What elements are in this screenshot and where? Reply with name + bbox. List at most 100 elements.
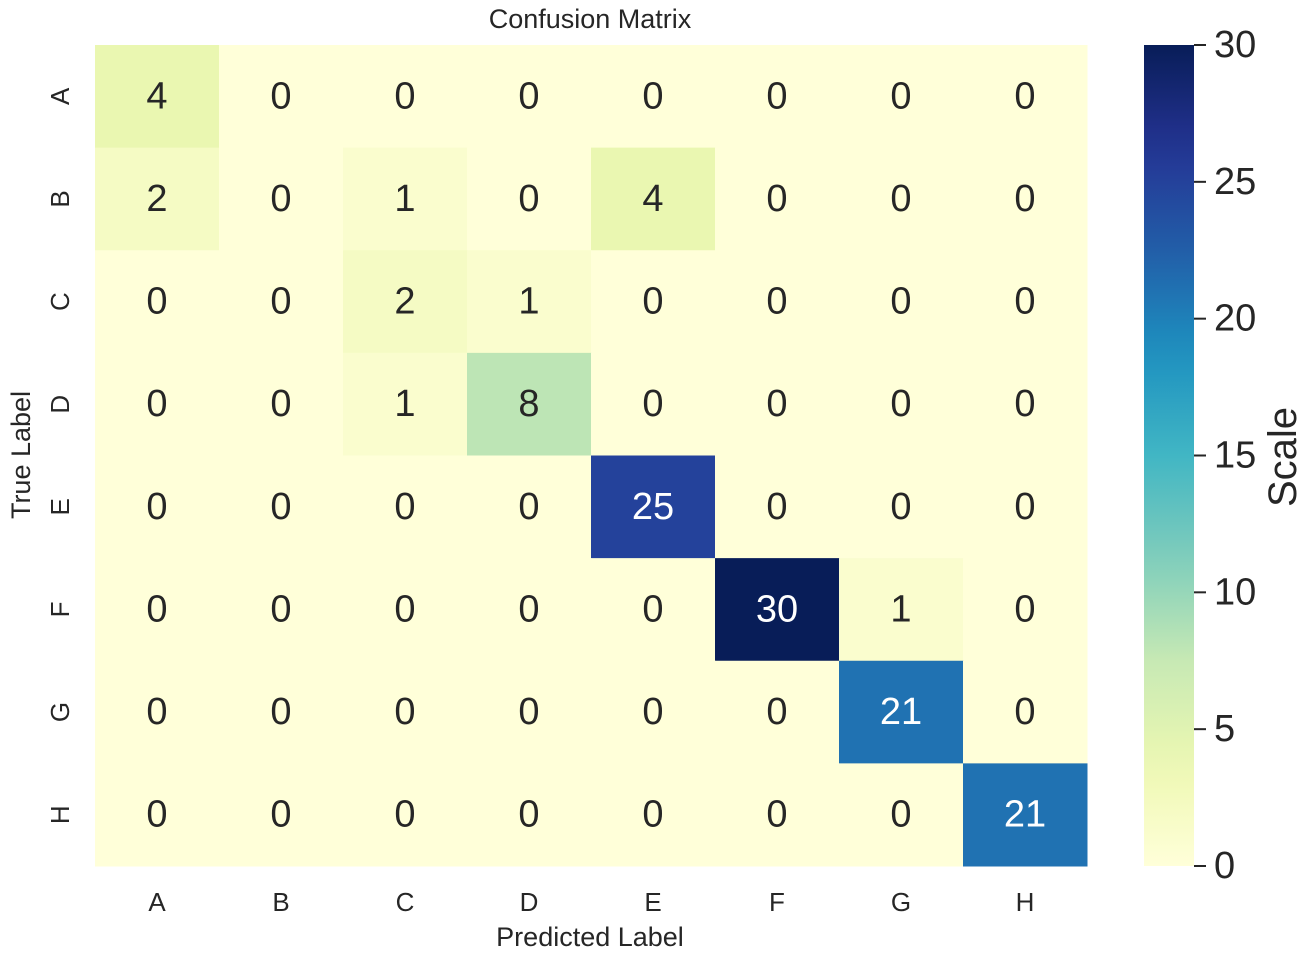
heatmap-cell — [95, 455, 220, 559]
heatmap-cell — [839, 660, 964, 764]
x-tick-label: D — [520, 887, 539, 917]
heatmap-cell — [591, 250, 716, 354]
x-tick-label: C — [396, 887, 415, 917]
heatmap-cell — [467, 558, 592, 662]
heatmap-cell — [95, 250, 220, 354]
cell-value-label: 0 — [270, 588, 291, 630]
heatmap-cell — [591, 558, 716, 662]
cell-value-label: 0 — [890, 794, 911, 836]
colorbar-ticks: 0 5 10 15 20 25 30 — [1194, 24, 1256, 887]
y-tick-labels: A B C D E F G H — [45, 87, 75, 824]
cell-value-label: 2 — [146, 178, 167, 220]
cell-value-label: 0 — [766, 383, 787, 425]
heatmap-cell — [715, 352, 840, 456]
cell-value-label: 0 — [1014, 486, 1035, 528]
y-tick-label: D — [45, 395, 75, 414]
cell-value-label: 0 — [394, 588, 415, 630]
heatmap-cell — [467, 660, 592, 764]
heatmap-cell — [591, 147, 716, 251]
y-tick-label: H — [45, 805, 75, 824]
heatmap-cell — [219, 455, 344, 559]
cell-value-label: 4 — [642, 178, 663, 220]
x-tick-label: G — [891, 887, 911, 917]
heatmap-cell — [343, 558, 468, 662]
cell-value-label: 0 — [1014, 383, 1035, 425]
heatmap-cell — [715, 45, 840, 149]
cell-value-label: 0 — [1014, 691, 1035, 733]
heatmap-cell — [715, 455, 840, 559]
y-tick-label: A — [45, 87, 75, 105]
heatmap-cell — [963, 250, 1088, 354]
heatmap-cell — [963, 352, 1088, 456]
heatmap-cell — [963, 45, 1088, 149]
cell-value-label: 0 — [394, 691, 415, 733]
cell-value-label: 0 — [766, 486, 787, 528]
cell-value-label: 0 — [766, 178, 787, 220]
cell-value-label: 0 — [518, 178, 539, 220]
cell-value-label: 0 — [270, 75, 291, 117]
cell-value-label: 0 — [890, 281, 911, 323]
cell-value-label: 0 — [146, 383, 167, 425]
y-tick-label: F — [45, 601, 75, 617]
cell-value-label: 0 — [270, 178, 291, 220]
cell-value-label: 0 — [518, 75, 539, 117]
cell-value-label: 0 — [642, 383, 663, 425]
cell-value-label: 0 — [518, 794, 539, 836]
cell-value-label: 21 — [1004, 794, 1046, 836]
cell-value-label: 0 — [890, 383, 911, 425]
cell-value-label: 0 — [394, 75, 415, 117]
x-tick-label: A — [148, 887, 166, 917]
cell-value-label: 0 — [642, 691, 663, 733]
colorbar-tick-label: 20 — [1214, 298, 1256, 340]
heatmap-cell — [591, 763, 716, 867]
heatmap-cell — [963, 660, 1088, 764]
heatmap-cell — [715, 763, 840, 867]
heatmap-cell — [219, 250, 344, 354]
heatmap-cell — [591, 352, 716, 456]
cell-value-label: 0 — [270, 794, 291, 836]
heatmap-cell — [95, 558, 220, 662]
cell-value-label: 4 — [146, 75, 167, 117]
heatmap-cell — [715, 660, 840, 764]
heatmap-cell — [839, 45, 964, 149]
colorbar-tick-label: 15 — [1214, 435, 1256, 477]
cell-value-label: 0 — [766, 281, 787, 323]
cell-value-label: 1 — [890, 588, 911, 630]
heatmap-cell — [839, 558, 964, 662]
colorbar-tick-label: 30 — [1214, 24, 1256, 66]
cell-value-label: 0 — [146, 281, 167, 323]
cell-value-label: 0 — [270, 383, 291, 425]
cell-value-label: 0 — [146, 486, 167, 528]
colorbar-tick-label: 25 — [1214, 161, 1256, 203]
heatmap-cell — [343, 45, 468, 149]
cell-value-label: 30 — [756, 588, 798, 630]
heatmap-cell — [95, 763, 220, 867]
colorbar-tick-label: 10 — [1214, 571, 1256, 613]
cell-value-label: 0 — [642, 794, 663, 836]
cell-value-label: 0 — [890, 486, 911, 528]
cell-value-label: 8 — [518, 383, 539, 425]
cell-value-label: 1 — [518, 281, 539, 323]
heatmap-cell — [839, 250, 964, 354]
cell-value-label: 0 — [1014, 178, 1035, 220]
heatmap-cells: 4 0 0 0 0 0 0 0 2 0 1 0 4 0 0 0 0 0 2 1 0 0 0 0 0 0 1 8 0 0 0 0 0 0 0 0 25 0 0… — [95, 45, 1088, 867]
y-tick-label: B — [45, 190, 75, 207]
heatmap-cell — [963, 558, 1088, 662]
cell-value-label: 0 — [766, 794, 787, 836]
heatmap-cell — [95, 45, 220, 149]
heatmap-cell — [467, 352, 592, 456]
heatmap-cell — [343, 352, 468, 456]
cell-value-label: 0 — [394, 486, 415, 528]
y-tick-label: G — [45, 702, 75, 722]
x-tick-label: E — [644, 887, 661, 917]
cell-value-label: 25 — [632, 486, 674, 528]
heatmap-cell — [219, 45, 344, 149]
heatmap-cell — [715, 558, 840, 662]
cell-value-label: 0 — [394, 794, 415, 836]
cell-value-label: 0 — [270, 691, 291, 733]
cell-value-label: 0 — [518, 691, 539, 733]
cell-value-label: 0 — [766, 691, 787, 733]
x-axis-title: Predicted Label — [496, 922, 684, 952]
cell-value-label: 21 — [880, 691, 922, 733]
